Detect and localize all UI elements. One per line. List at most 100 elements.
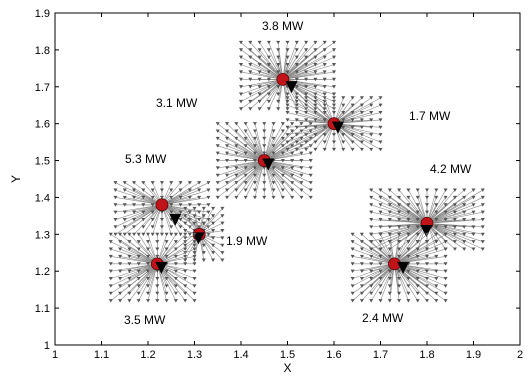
node-marker — [304, 147, 309, 152]
connection-line — [426, 189, 483, 224]
node-marker — [415, 203, 420, 207]
node-marker — [220, 221, 225, 226]
node-marker — [359, 111, 364, 115]
node-marker — [397, 225, 402, 229]
node-marker — [225, 158, 230, 163]
node-marker — [359, 103, 364, 108]
connection-line — [161, 182, 200, 206]
node-marker — [434, 284, 439, 288]
connection-line — [129, 234, 158, 265]
node-marker — [173, 254, 178, 259]
node-marker — [113, 210, 118, 214]
node-marker — [350, 247, 355, 251]
node-marker — [220, 243, 225, 248]
node-marker — [443, 217, 448, 222]
node-marker — [266, 70, 271, 74]
node-marker — [136, 254, 141, 259]
node-marker — [225, 129, 230, 133]
x-tick-label: 1.1 — [94, 349, 109, 361]
node-marker — [248, 99, 253, 104]
node-marker — [332, 48, 336, 52]
node-marker — [443, 203, 448, 207]
node-marker — [313, 147, 318, 152]
node-marker — [322, 85, 327, 89]
node-marker — [141, 210, 146, 214]
node-marker — [132, 188, 137, 192]
x-tick-label: 1.7 — [373, 349, 388, 361]
node-marker — [294, 48, 299, 52]
node-marker — [169, 225, 174, 229]
node-marker — [192, 299, 197, 303]
connection-line — [380, 211, 428, 224]
node-marker — [425, 277, 429, 281]
node-marker — [378, 225, 383, 229]
node-marker — [280, 188, 285, 192]
node-marker — [304, 111, 309, 115]
node-marker — [434, 217, 439, 222]
node-marker — [294, 133, 299, 137]
node-marker — [276, 99, 281, 104]
node-marker — [136, 284, 141, 288]
node-marker — [173, 277, 178, 281]
node-marker — [192, 214, 197, 218]
node-marker — [276, 55, 281, 60]
node-marker — [406, 254, 411, 259]
connection-line — [282, 56, 335, 80]
node-marker — [462, 210, 467, 214]
node-marker — [397, 291, 402, 296]
node-marker — [369, 225, 374, 229]
node-marker — [462, 225, 467, 229]
connection-line — [394, 234, 428, 265]
node-marker — [178, 195, 183, 200]
node-marker — [183, 221, 188, 226]
node-marker — [378, 118, 383, 122]
node-marker — [308, 166, 313, 170]
node-marker — [397, 203, 402, 207]
node-marker — [257, 40, 262, 45]
node-marker — [350, 284, 355, 288]
node-marker — [443, 225, 448, 229]
node-marker — [387, 232, 392, 237]
node-marker — [285, 55, 290, 60]
node-marker — [308, 173, 313, 178]
node-marker — [415, 284, 420, 288]
node-marker — [322, 96, 327, 100]
node-marker — [434, 299, 439, 303]
node-marker — [192, 277, 197, 281]
node-marker — [266, 40, 271, 45]
node-marker — [146, 240, 150, 244]
node-marker — [299, 151, 304, 155]
node-marker — [471, 240, 476, 244]
cluster — [183, 206, 225, 262]
node-marker — [113, 188, 118, 192]
node-marker — [243, 166, 248, 170]
node-marker — [290, 144, 295, 148]
connection-line — [217, 138, 265, 161]
node-marker — [276, 70, 281, 74]
node-marker — [215, 144, 220, 148]
node-marker — [127, 262, 132, 266]
node-marker — [197, 217, 202, 222]
node-marker — [108, 277, 113, 281]
node-marker — [359, 262, 364, 266]
node-marker — [294, 103, 299, 108]
node-marker — [141, 181, 146, 185]
node-marker — [397, 299, 402, 303]
node-marker — [406, 210, 411, 214]
connection-line — [157, 241, 195, 265]
node-marker — [211, 221, 216, 226]
node-marker — [187, 232, 192, 237]
node-marker — [173, 247, 178, 251]
connection-line — [161, 189, 209, 206]
node-marker — [127, 277, 132, 281]
connection-line — [236, 160, 265, 198]
node-marker — [425, 240, 429, 244]
node-marker — [290, 181, 295, 185]
node-marker — [285, 140, 290, 144]
node-marker — [285, 40, 290, 45]
node-marker — [322, 140, 327, 144]
connection-line — [389, 222, 428, 242]
node-marker — [378, 217, 383, 222]
node-marker — [280, 166, 285, 170]
node-marker — [136, 269, 141, 274]
